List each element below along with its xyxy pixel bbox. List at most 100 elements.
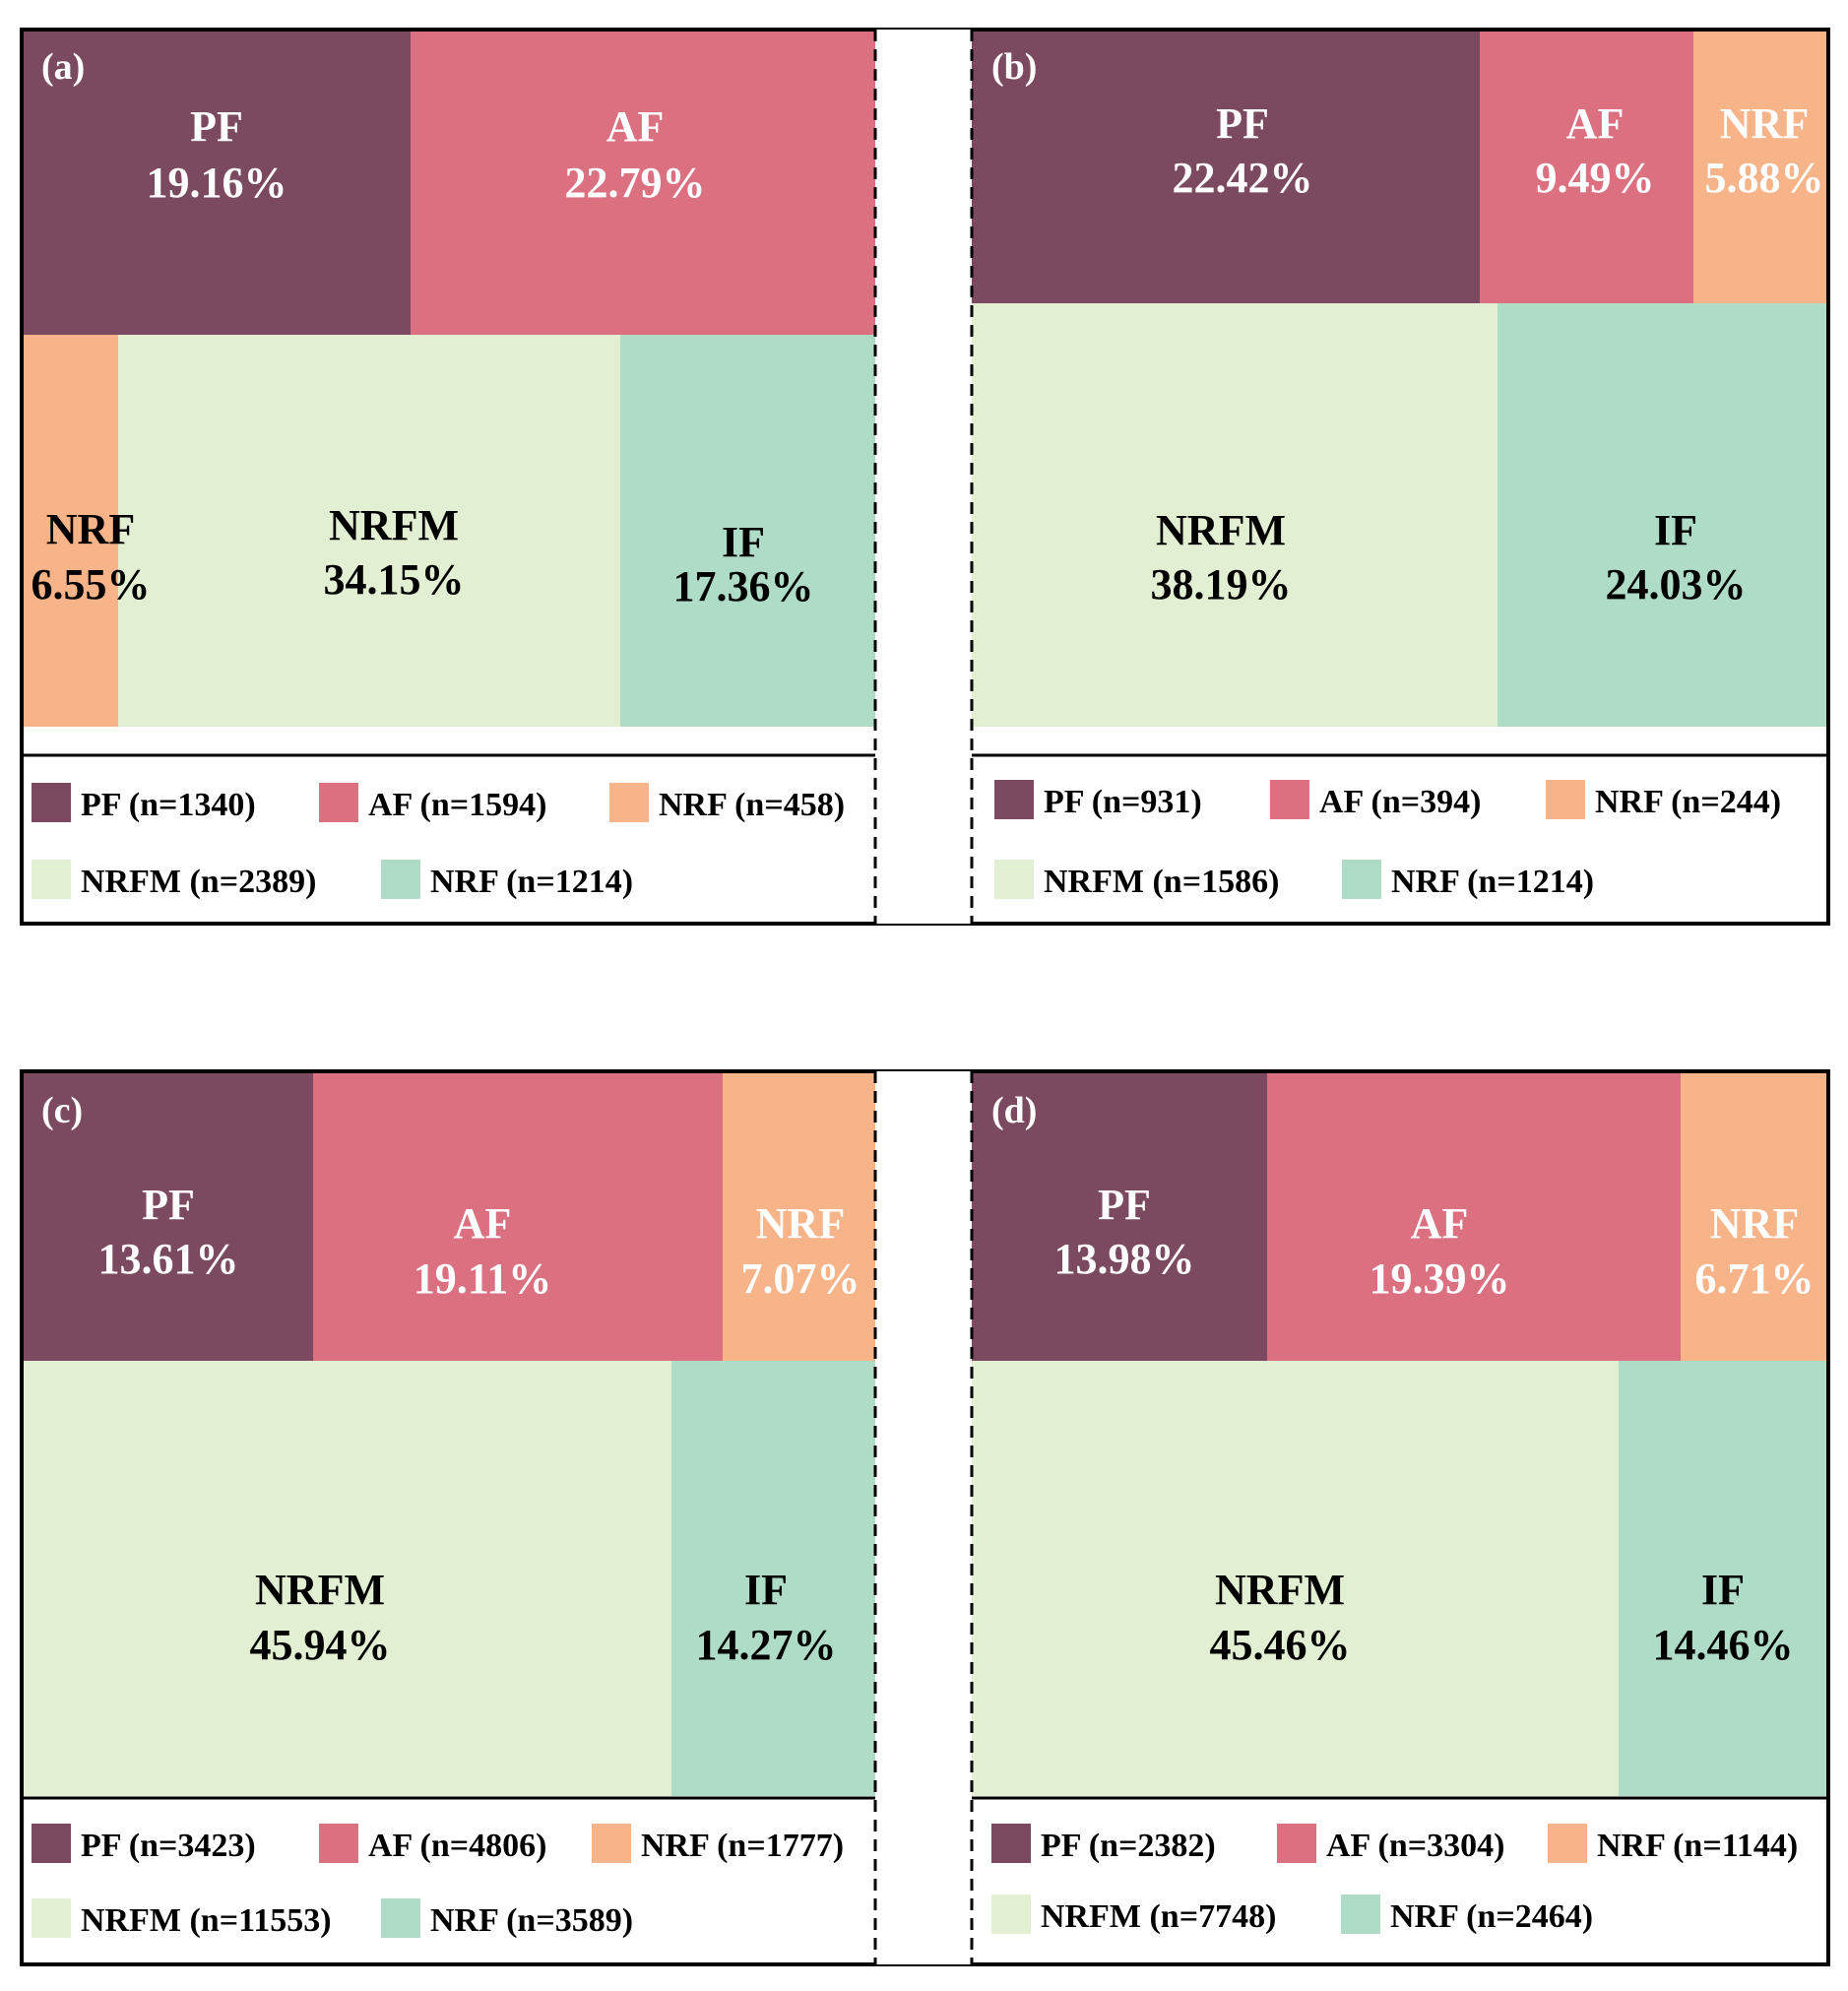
cell-value-if: 14.27% [696, 1621, 837, 1669]
cell-label-pf: PF [190, 102, 243, 151]
legend-swatch-af [319, 783, 358, 822]
panel-gutter [875, 30, 972, 924]
panel-label: (b) [991, 46, 1037, 88]
cell-label-if: IF [1654, 506, 1697, 554]
cell-value-af: 19.11% [414, 1254, 552, 1303]
cell-value-nrf: 7.07% [741, 1254, 860, 1303]
cell-value-if: 24.03% [1606, 560, 1747, 609]
treemap-cell-af [1267, 1073, 1681, 1361]
cell-value-af: 9.49% [1536, 154, 1655, 202]
cell-label-nrf: NRF [46, 505, 135, 553]
legend-label: AF (n=4806) [368, 1828, 547, 1864]
legend-swatch-af [319, 1824, 358, 1863]
legend-label: NRF (n=1214) [430, 864, 633, 900]
legend-swatch-pf [32, 783, 71, 822]
cell-value-af: 22.79% [565, 159, 706, 207]
cell-label-if: IF [744, 1566, 788, 1614]
legend-swatch-nrfm [994, 860, 1034, 899]
treemap-cell-if [1498, 303, 1828, 727]
treemap-cell-nrfm [972, 1361, 1619, 1796]
legend-swatch-if [381, 860, 420, 899]
legend-label: NRFM (n=1586) [1044, 864, 1279, 900]
legend-label: PF (n=3423) [81, 1828, 256, 1864]
treemap-cell-pf [22, 30, 411, 335]
treemap-cell-pf [22, 1073, 313, 1361]
legend-label: NRF (n=458) [659, 787, 845, 823]
legend-label: AF (n=394) [1319, 784, 1482, 820]
treemap-cell-nrf [1681, 1073, 1828, 1361]
cell-label-pf: PF [142, 1181, 195, 1229]
cell-value-if: 14.46% [1653, 1621, 1794, 1669]
treemap-cell-nrf [22, 335, 118, 727]
cell-label-nrf: NRF [1710, 1199, 1799, 1248]
cell-label-if: IF [722, 518, 765, 566]
legend-label: NRFM (n=2389) [81, 864, 316, 900]
legend-swatch-nrfm [991, 1895, 1031, 1934]
treemap-cell-nrfm [118, 335, 620, 727]
cell-value-if: 17.36% [673, 562, 814, 610]
legend-label: NRF (n=244) [1595, 784, 1781, 820]
legend-swatch-nrf [1548, 1824, 1587, 1863]
panel-label: (a) [41, 46, 85, 88]
cell-value-nrfm: 45.46% [1210, 1621, 1351, 1669]
cell-label-nrfm: NRFM [255, 1566, 385, 1614]
cell-value-nrfm: 38.19% [1151, 560, 1292, 609]
legend-swatch-af [1270, 780, 1309, 819]
cell-value-af: 19.39% [1370, 1254, 1510, 1303]
treemap-cell-nrfm [972, 303, 1498, 727]
cell-label-pf: PF [1098, 1181, 1151, 1229]
cell-value-pf: 13.61% [98, 1235, 239, 1283]
cell-value-nrf: 6.55% [32, 560, 151, 609]
legend-swatch-if [381, 1898, 420, 1938]
cell-label-af: AF [1566, 99, 1625, 148]
treemap-cell-if [671, 1361, 875, 1796]
legend-swatch-nrfm [32, 860, 71, 899]
treemap-cell-nrf [1693, 30, 1828, 303]
legend-label: NRF (n=2464) [1390, 1898, 1593, 1935]
treemap-cell-if [620, 335, 875, 727]
cell-value-pf: 13.98% [1054, 1235, 1195, 1283]
cell-label-af: AF [606, 102, 665, 151]
cell-value-nrf: 5.88% [1705, 154, 1824, 202]
legend-label: PF (n=2382) [1041, 1828, 1216, 1864]
legend-label: NRF (n=3589) [430, 1902, 633, 1939]
treemap-cell-af [411, 30, 875, 335]
legend-swatch-nrf [1546, 780, 1585, 819]
legend-swatch-af [1277, 1824, 1316, 1863]
legend-label: AF (n=3304) [1326, 1828, 1505, 1864]
panel-b [972, 30, 1828, 899]
cell-label-nrfm: NRFM [1215, 1566, 1345, 1614]
legend-swatch-if [1342, 860, 1381, 899]
legend-label: NRFM (n=11553) [81, 1902, 332, 1939]
cell-label-nrf: NRF [1720, 99, 1809, 148]
cell-label-af: AF [1411, 1199, 1469, 1248]
cell-value-nrfm: 34.15% [324, 555, 465, 604]
cell-value-pf: 22.42% [1173, 154, 1313, 202]
cell-label-if: IF [1701, 1566, 1745, 1614]
panel-label: (c) [41, 1090, 83, 1131]
legend-label: NRF (n=1144) [1597, 1828, 1798, 1864]
treemap-cell-pf [972, 30, 1480, 303]
cell-value-pf: 19.16% [147, 159, 287, 207]
cell-value-nrfm: 45.94% [250, 1621, 391, 1669]
legend-swatch-pf [991, 1824, 1031, 1863]
treemap-cell-nrf [723, 1073, 875, 1361]
legend-swatch-pf [32, 1824, 71, 1863]
treemap-cell-if [1619, 1361, 1828, 1796]
cell-label-nrfm: NRFM [329, 501, 459, 549]
panel-label: (d) [991, 1090, 1037, 1131]
legend-swatch-if [1341, 1895, 1380, 1934]
legend-swatch-nrf [609, 783, 649, 822]
cell-label-af: AF [454, 1199, 512, 1248]
legend-label: NRF (n=1777) [641, 1828, 844, 1864]
panel-d [972, 1073, 1828, 1934]
legend-label: PF (n=931) [1044, 784, 1202, 820]
legend-swatch-nrf [592, 1824, 631, 1863]
legend-swatch-nrfm [32, 1898, 71, 1938]
treemap-cell-pf [972, 1073, 1267, 1361]
legend-label: AF (n=1594) [368, 787, 547, 823]
legend-swatch-pf [994, 780, 1034, 819]
cell-label-nrf: NRF [756, 1199, 845, 1248]
treemap-cell-af [1480, 30, 1693, 303]
